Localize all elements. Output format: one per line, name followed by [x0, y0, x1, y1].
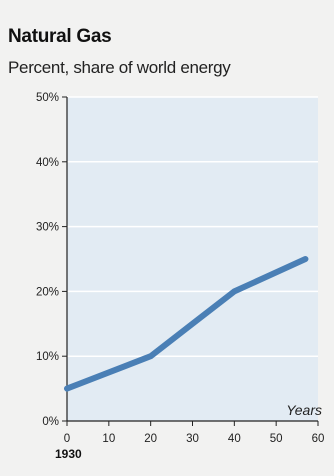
x-tick-label: 40: [228, 433, 241, 445]
x-tick-label: 20: [144, 433, 157, 445]
x-tick-label: 30: [186, 433, 199, 445]
x-axis-title: Years: [286, 402, 322, 418]
x-tick-label: 10: [102, 433, 115, 445]
chart-title: Natural Gas: [8, 26, 112, 47]
y-tick-label: 30%: [36, 222, 59, 234]
series-line: [64, 256, 309, 392]
x-base-year-label: 1930: [55, 447, 82, 461]
axes: [62, 96, 319, 426]
y-tick-label: 50%: [36, 92, 59, 104]
x-tick-label: 50: [270, 433, 283, 445]
y-tick-label: 0%: [42, 416, 59, 428]
tick-labels: 0% 10% 20% 30% 40% 50% 0 10 20 30 40 50 60: [36, 92, 324, 445]
x-tick-label: 0: [64, 433, 70, 445]
y-tick-label: 40%: [36, 157, 59, 169]
y-tick-label: 10%: [36, 351, 59, 363]
series-layer: [64, 256, 309, 392]
y-tick-label: 20%: [36, 286, 59, 298]
plot-area: [67, 97, 318, 421]
x-tick-label: 60: [312, 433, 325, 445]
chart-subtitle: Percent, share of world energy: [8, 58, 231, 77]
gridlines: [67, 96, 318, 357]
